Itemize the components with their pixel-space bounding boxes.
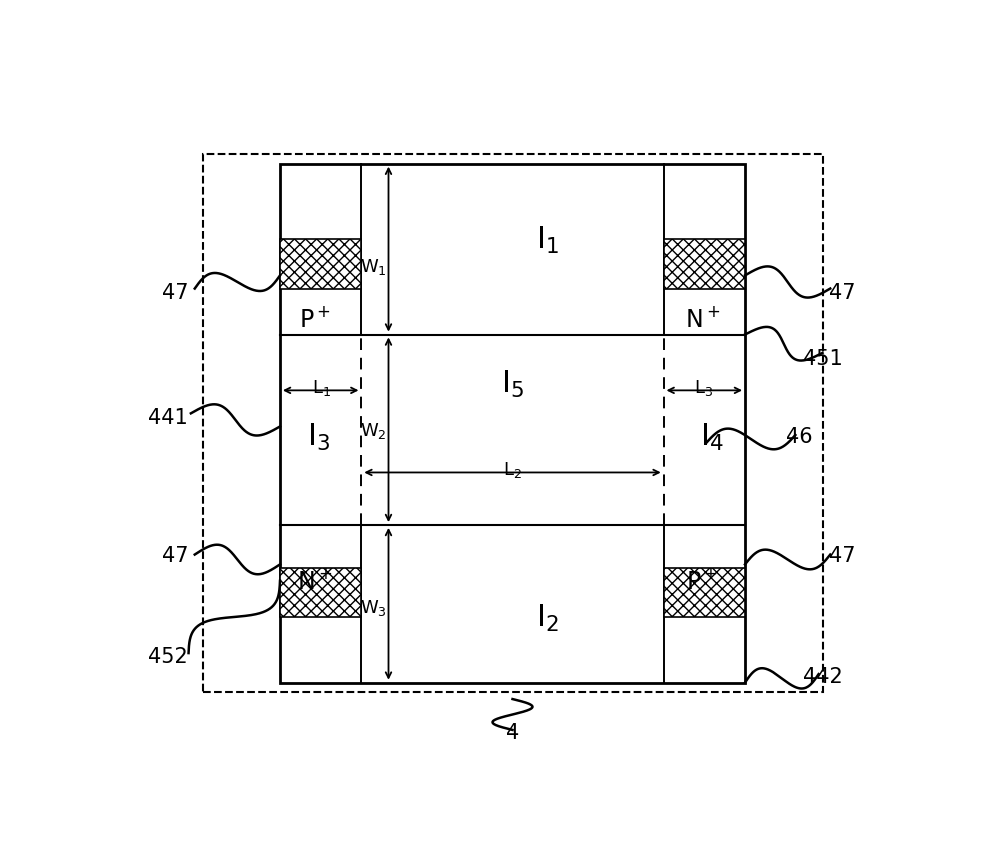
Text: W$_2$: W$_2$ (360, 420, 386, 440)
Text: 4: 4 (506, 722, 519, 742)
Text: 441: 441 (148, 407, 188, 427)
Text: 47: 47 (162, 545, 189, 565)
Bar (280, 240, 361, 289)
Text: 442: 442 (803, 666, 842, 686)
Text: N$^+$: N$^+$ (297, 568, 333, 594)
Text: W$_1$: W$_1$ (360, 256, 386, 276)
Text: I$_3$: I$_3$ (307, 421, 330, 452)
Text: I$_2$: I$_2$ (536, 602, 559, 633)
Text: 451: 451 (803, 348, 842, 368)
Text: 47: 47 (162, 283, 189, 302)
Bar (664, 568, 745, 617)
Bar (280, 164, 745, 682)
Text: N$^+$: N$^+$ (685, 306, 720, 331)
Text: P$^+$: P$^+$ (299, 306, 331, 331)
Text: 46: 46 (786, 427, 813, 446)
Text: L$_1$: L$_1$ (312, 377, 331, 398)
Text: 47: 47 (829, 283, 855, 302)
Text: I$_1$: I$_1$ (536, 224, 559, 256)
Text: I$_5$: I$_5$ (501, 369, 524, 400)
Text: 47: 47 (829, 545, 855, 565)
Bar (280, 568, 361, 617)
Text: P$^+$: P$^+$ (686, 568, 718, 594)
Bar (202, 155, 822, 693)
Bar (664, 240, 745, 289)
Text: I$_4$: I$_4$ (700, 421, 724, 452)
Text: 452: 452 (148, 647, 188, 666)
Text: L$_3$: L$_3$ (694, 377, 714, 398)
Text: L$_2$: L$_2$ (503, 459, 522, 480)
Text: W$_3$: W$_3$ (360, 597, 386, 618)
